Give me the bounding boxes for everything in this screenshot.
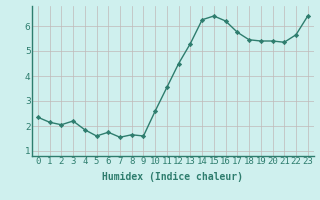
- X-axis label: Humidex (Indice chaleur): Humidex (Indice chaleur): [102, 172, 243, 182]
